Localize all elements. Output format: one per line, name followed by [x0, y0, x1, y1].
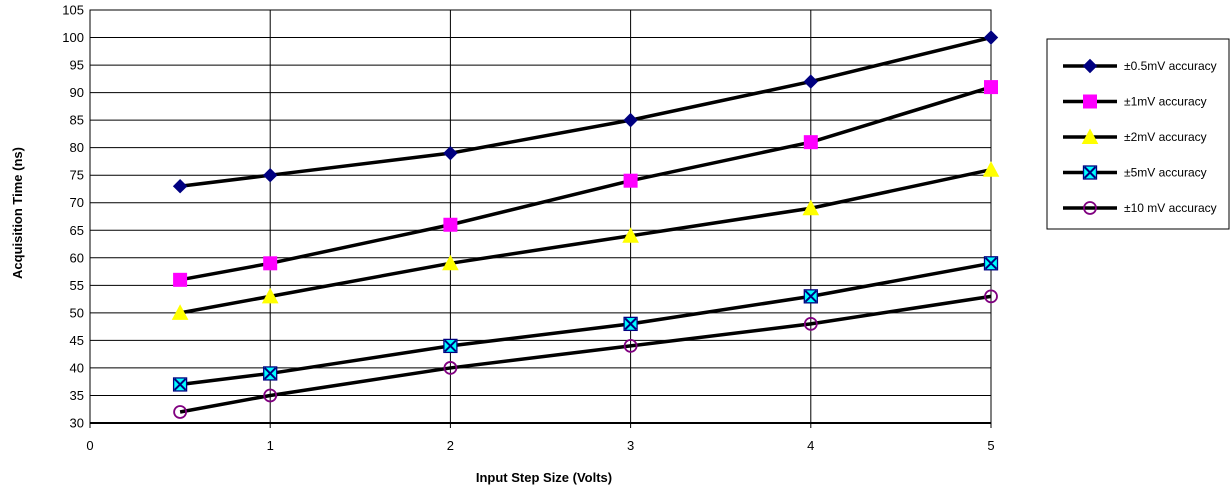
marker-cross: [173, 378, 187, 391]
data-point: [173, 405, 188, 419]
legend-marker: [1081, 128, 1099, 144]
data-point: [443, 338, 458, 354]
y-tick-label: 75: [70, 168, 84, 183]
data-point: [622, 227, 639, 243]
data-point: [982, 161, 1000, 177]
legend-item: ±2mV accuracy: [1063, 128, 1207, 144]
data-point: [803, 289, 818, 304]
legend-item: ±5mV accuracy: [1063, 165, 1207, 180]
legend-marker: [1083, 94, 1097, 109]
data-point: [443, 145, 458, 161]
series-2: [173, 80, 998, 287]
legend-item: ±1mV accuracy: [1063, 94, 1207, 109]
data-point: [442, 254, 459, 271]
legend-label: ±0.5mV accuracy: [1124, 59, 1217, 73]
series-line: [179, 294, 992, 414]
x-tick-label: 0: [86, 438, 93, 453]
legend-marker: [1082, 165, 1098, 180]
series-line: [179, 167, 992, 315]
x-tick-label: 4: [807, 438, 814, 453]
legend-item: ±0.5mV accuracy: [1063, 58, 1217, 74]
y-tick-label: 90: [70, 85, 84, 100]
data-point: [623, 173, 638, 188]
legend-marker: [1083, 201, 1097, 215]
y-tick-label: 40: [70, 360, 84, 375]
data-point: [984, 289, 998, 304]
data-point: [263, 256, 278, 271]
marker-cross: [444, 339, 457, 353]
series-5: [173, 289, 998, 419]
y-tick-label: 95: [70, 58, 84, 73]
marker-cross: [624, 317, 637, 331]
data-point: [263, 388, 278, 403]
legend-label: ±2mV accuracy: [1124, 130, 1207, 144]
y-axis-title: Acquisition Time (ns): [10, 147, 25, 279]
data-point: [263, 366, 278, 381]
data-point: [623, 112, 638, 128]
marker-cross: [1083, 166, 1097, 179]
y-tick-label: 55: [70, 278, 84, 293]
marker-cross: [263, 367, 277, 380]
data-point: [173, 272, 188, 287]
y-tick-label: 60: [70, 250, 84, 265]
data-point: [623, 316, 638, 332]
data-point: [803, 74, 819, 89]
data-point: [262, 167, 278, 183]
x-tick-label: 1: [267, 438, 274, 453]
data-point: [443, 361, 458, 375]
legend-label: ±5mV accuracy: [1124, 166, 1207, 180]
series-3: [171, 161, 1000, 320]
legend-label: ±10 mV accuracy: [1124, 201, 1217, 215]
series-line: [179, 85, 992, 282]
y-tick-label: 70: [70, 195, 84, 210]
y-tick-label: 45: [70, 333, 84, 348]
series-line: [179, 261, 992, 387]
data-point: [171, 304, 189, 320]
data-point: [172, 179, 188, 194]
legend-box: [1046, 38, 1230, 230]
x-tick-label: 5: [987, 438, 994, 453]
y-tick-label: 35: [70, 388, 84, 403]
series-4: [172, 256, 999, 392]
y-tick-label: 65: [70, 223, 84, 238]
marker-cross: [804, 290, 818, 303]
data-point: [623, 339, 638, 353]
y-tick-label: 30: [70, 416, 84, 431]
x-tick-label: 3: [627, 438, 634, 453]
legend-marker: [1082, 58, 1098, 74]
data-point: [983, 30, 999, 45]
legend-label: ±1mV accuracy: [1124, 95, 1207, 109]
data-point: [803, 135, 818, 150]
y-tick-label: 85: [70, 113, 84, 128]
legend-item: ±10 mV accuracy: [1063, 201, 1217, 215]
x-axis-title: Input Step Size (Volts): [476, 470, 612, 485]
data-point: [443, 217, 458, 232]
legend: ±0.5mV accuracy ±1mV accuracy ±2mV accurac…: [1046, 38, 1230, 230]
y-tick-label: 105: [62, 3, 84, 18]
marker-cross: [984, 257, 998, 270]
y-tick-label: 80: [70, 140, 84, 155]
y-tick-label: 50: [70, 305, 84, 320]
data-point: [172, 377, 188, 392]
data-point: [803, 316, 818, 331]
series-1: [172, 30, 999, 194]
data-point: [984, 80, 998, 95]
data-point: [983, 256, 999, 271]
series-line: [179, 35, 992, 188]
y-tick-label: 100: [62, 30, 84, 45]
x-tick-label: 2: [447, 438, 454, 453]
data-point: [261, 287, 279, 304]
data-point: [802, 199, 820, 216]
